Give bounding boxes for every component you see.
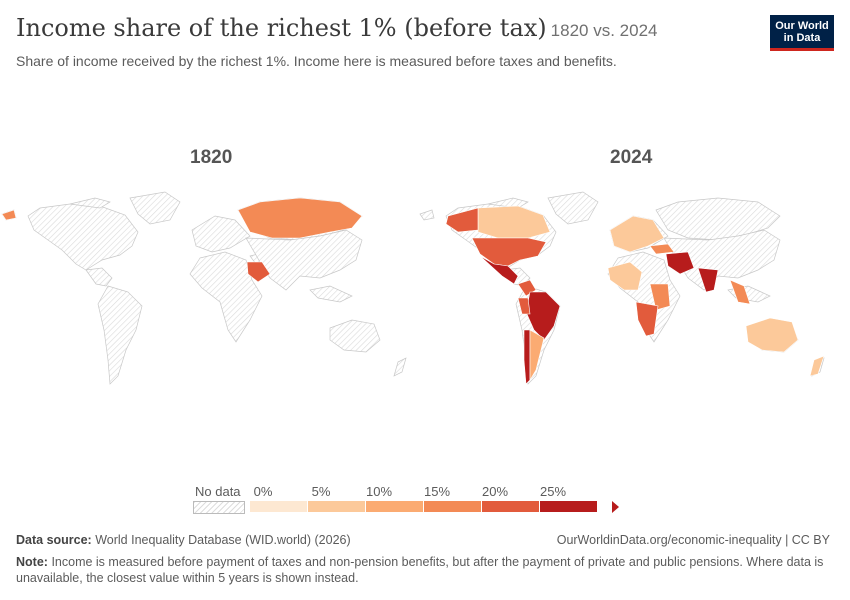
- title-text: Income share of the richest 1% (before t…: [16, 14, 547, 42]
- legend-tick-label: 25%: [539, 484, 567, 499]
- region-saudi-arabia[interactable]: [246, 261, 271, 283]
- landmass-no-data: [419, 209, 435, 221]
- landmass-no-data: [189, 251, 263, 343]
- legend-tick-label: 5%: [311, 484, 331, 499]
- world-maps: [1, 191, 825, 385]
- chart-note: Note: Income is measured before payment …: [16, 554, 826, 586]
- landmass-no-data: [245, 229, 363, 291]
- legend-bin-2[interactable]: [366, 501, 424, 512]
- region-southern-africa[interactable]: [635, 301, 659, 337]
- legend-no-data-label: No data: [195, 484, 241, 499]
- region-alaska[interactable]: [445, 207, 479, 233]
- region-new-zealand[interactable]: [809, 355, 825, 377]
- logo-line-2: in Data: [783, 32, 821, 44]
- region-russia[interactable]: [237, 197, 363, 239]
- owid-logo[interactable]: Our World in Data: [770, 15, 834, 51]
- region-middle-east[interactable]: [665, 251, 695, 275]
- landmass-no-data: [191, 215, 251, 253]
- region-southeast-asia[interactable]: [729, 279, 751, 305]
- region-mexico[interactable]: [479, 255, 519, 285]
- region-united-states[interactable]: [471, 237, 547, 267]
- map-year-1820: 1820: [190, 147, 233, 168]
- note-text: Income is measured before payment of tax…: [16, 555, 824, 585]
- region-west-africa[interactable]: [607, 261, 643, 291]
- region-turkey[interactable]: [649, 243, 675, 255]
- source-text[interactable]: World Inequality Database (WID.world) (2…: [95, 533, 351, 547]
- legend-no-data-swatch[interactable]: [193, 501, 245, 514]
- region-peru[interactable]: [517, 297, 531, 315]
- chart-title: Income share of the richest 1% (before t…: [16, 14, 657, 42]
- legend-tick-label: 10%: [365, 484, 393, 499]
- map-year-2024: 2024: [610, 147, 653, 168]
- note-label: Note:: [16, 555, 48, 569]
- region-chile[interactable]: [523, 329, 531, 385]
- legend-bin-1[interactable]: [308, 501, 366, 512]
- region-brazil[interactable]: [525, 291, 561, 341]
- landmass-no-data: [393, 357, 407, 377]
- landmass-no-data: [655, 197, 781, 241]
- region-argentina[interactable]: [529, 329, 545, 382]
- region-east-africa[interactable]: [649, 283, 671, 311]
- landmass-no-data: [663, 229, 781, 291]
- landmass-no-data: [329, 319, 381, 353]
- landmass-no-data: [27, 203, 139, 271]
- landmass-no-data: [129, 191, 181, 225]
- legend-bin-3[interactable]: [424, 501, 482, 512]
- landmass-no-data: [547, 191, 599, 225]
- legend-bin-0[interactable]: [250, 501, 308, 512]
- legend-bin-5[interactable]: [540, 501, 598, 512]
- legend-tick-label: 0%: [253, 484, 273, 499]
- region-iceland[interactable]: [1, 209, 17, 221]
- region-canada[interactable]: [477, 205, 551, 239]
- landmass-no-data: [69, 197, 111, 209]
- source-label: Data source:: [16, 533, 92, 547]
- data-source: Data source: World Inequality Database (…: [16, 533, 351, 547]
- region-australia[interactable]: [745, 317, 799, 353]
- legend-tick-label: 20%: [481, 484, 509, 499]
- map-2024: [419, 191, 825, 385]
- legend-tick-label: 15%: [423, 484, 451, 499]
- landmass-no-data: [85, 267, 113, 287]
- logo-line-1: Our World: [775, 20, 829, 32]
- landmass-no-data: [97, 285, 143, 385]
- map-1820: [1, 191, 407, 385]
- region-europe[interactable]: [609, 215, 665, 253]
- legend-bin-4[interactable]: [482, 501, 540, 512]
- source-url[interactable]: OurWorldinData.org/economic-inequality |…: [556, 533, 830, 547]
- legend-arrow: [612, 501, 619, 513]
- region-india[interactable]: [697, 267, 719, 293]
- chart-subtitle: Share of income received by the richest …: [16, 53, 617, 69]
- title-year-range: 1820 vs. 2024: [550, 21, 658, 40]
- landmass-no-data: [309, 285, 353, 303]
